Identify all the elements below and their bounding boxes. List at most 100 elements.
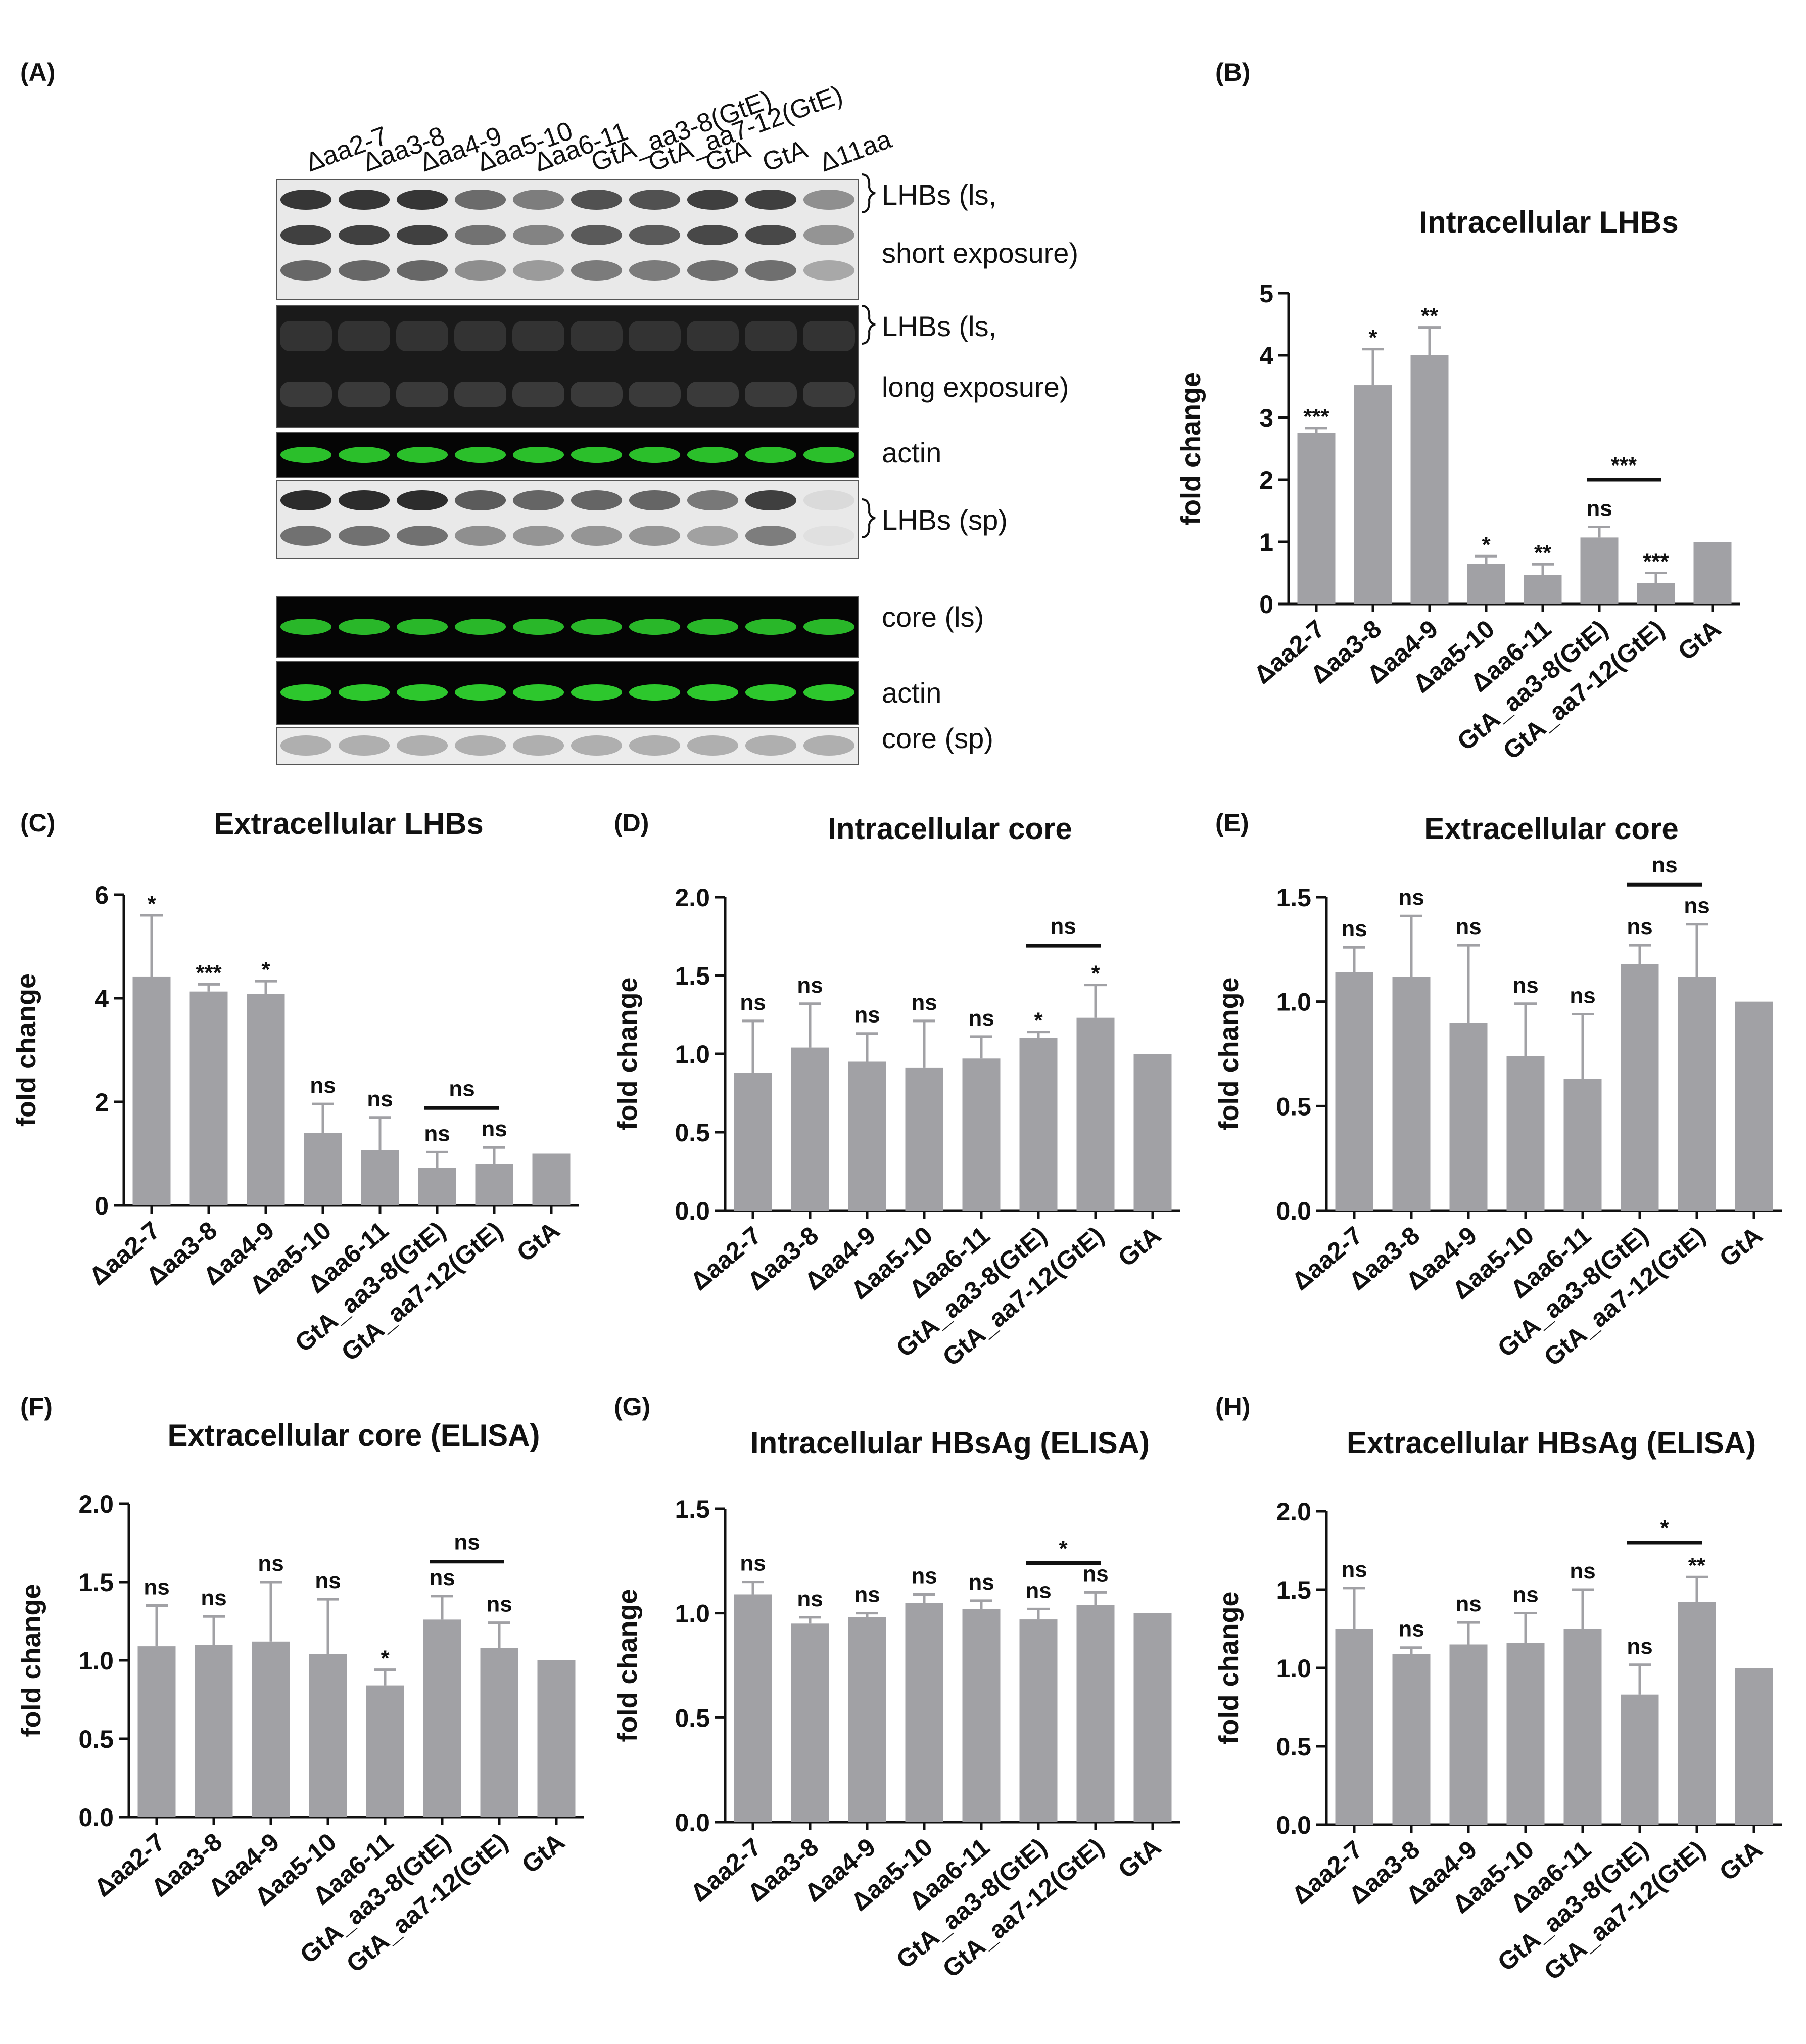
blot-label: core (sp) bbox=[882, 722, 993, 754]
blot-row bbox=[276, 305, 859, 428]
bracket-label: ns bbox=[449, 1076, 474, 1101]
chart-title: Intracellular core bbox=[828, 812, 1072, 846]
y-tick-label: 0.0 bbox=[675, 1197, 710, 1225]
blot-row bbox=[276, 179, 859, 300]
lane-label: Δ11aa bbox=[816, 125, 895, 178]
panel-label: (G) bbox=[614, 1392, 650, 1421]
blot-band bbox=[571, 190, 623, 210]
y-tick-label: 2.0 bbox=[675, 884, 710, 912]
significance-mark: ns bbox=[911, 990, 937, 1015]
y-tick-label: 1.0 bbox=[78, 1647, 114, 1675]
blot-band bbox=[629, 260, 681, 281]
significance-mark: ns bbox=[797, 1587, 823, 1611]
y-tick-label: 6 bbox=[94, 881, 109, 909]
significance-mark: ns bbox=[1627, 1634, 1652, 1659]
blot-band bbox=[280, 526, 332, 546]
y-tick-label: 3 bbox=[1259, 404, 1273, 432]
panel-label: (C) bbox=[20, 809, 55, 837]
bracket-label: ns bbox=[1651, 853, 1677, 877]
blot-row bbox=[276, 727, 859, 765]
y-tick-label: 1 bbox=[1259, 528, 1273, 556]
bar bbox=[304, 1133, 342, 1205]
blot-row-label: core (sp) bbox=[882, 722, 993, 754]
significance-mark: *** bbox=[1643, 549, 1669, 574]
blot-band bbox=[512, 526, 564, 546]
chart-title: Extracellular core bbox=[1424, 812, 1679, 846]
significance-mark: ** bbox=[1534, 540, 1552, 565]
y-tick-label: 0.0 bbox=[1276, 1197, 1311, 1225]
blot-row bbox=[276, 432, 859, 478]
panel-label: (F) bbox=[20, 1392, 53, 1421]
significance-mark: *** bbox=[196, 960, 222, 985]
blot-band bbox=[454, 190, 506, 210]
blot-band bbox=[571, 490, 623, 510]
blot-band bbox=[629, 382, 681, 407]
bar-chart: Extracellular HBsAg (ELISA) fold change 0.… bbox=[1214, 1426, 1782, 1986]
blot-band bbox=[396, 382, 448, 407]
x-tick-label: GtA bbox=[1714, 1221, 1768, 1273]
blot-band bbox=[745, 321, 797, 351]
bar bbox=[1392, 1654, 1431, 1825]
bar bbox=[537, 1660, 576, 1817]
blot-band bbox=[745, 490, 797, 510]
blot-label: long exposure) bbox=[882, 371, 1069, 403]
brace-icon bbox=[861, 173, 876, 213]
blot-band bbox=[571, 619, 623, 635]
blot-label: actin bbox=[882, 677, 941, 709]
blot-band bbox=[280, 490, 332, 510]
blot-band bbox=[396, 225, 448, 245]
blot-band bbox=[338, 526, 390, 546]
blot-band bbox=[396, 321, 448, 351]
y-axis-label: fold change bbox=[1214, 977, 1244, 1130]
chart-title: Extracellular HBsAg (ELISA) bbox=[1347, 1426, 1756, 1460]
y-tick-label: 1.0 bbox=[675, 1040, 710, 1069]
chart-title: Intracellular LHBs bbox=[1419, 205, 1679, 239]
significance-mark: ns bbox=[1341, 916, 1367, 941]
bar bbox=[189, 991, 228, 1205]
bar bbox=[252, 1641, 290, 1817]
bar bbox=[418, 1168, 456, 1205]
significance-mark: ns bbox=[1398, 1617, 1424, 1642]
y-tick-label: 2.0 bbox=[1276, 1498, 1311, 1526]
y-tick-label: 1.0 bbox=[675, 1600, 710, 1628]
bar bbox=[1133, 1054, 1172, 1211]
significance-mark: ns bbox=[797, 973, 823, 998]
significance-mark: ns bbox=[1684, 894, 1709, 918]
bar bbox=[1133, 1613, 1172, 1822]
y-tick-label: 4 bbox=[1259, 342, 1273, 370]
y-tick-label: 0 bbox=[1259, 590, 1273, 619]
blot-band bbox=[687, 382, 739, 407]
significance-mark: ns bbox=[911, 1563, 937, 1588]
blot-band bbox=[745, 684, 797, 701]
y-tick-label: 0.5 bbox=[1276, 1092, 1311, 1121]
y-tick-label: 5 bbox=[1259, 280, 1273, 308]
bar bbox=[1410, 355, 1449, 604]
blot-band bbox=[396, 735, 448, 756]
blot-band bbox=[803, 619, 855, 635]
bar bbox=[962, 1609, 1001, 1822]
blot-band bbox=[571, 382, 623, 407]
bracket-label: ns bbox=[1050, 914, 1076, 939]
x-tick-label: GtA bbox=[1673, 615, 1726, 666]
blot-band bbox=[571, 260, 623, 281]
blot-band bbox=[338, 260, 390, 281]
bracket-label: ns bbox=[454, 1530, 480, 1555]
significance-mark: ns bbox=[1455, 1592, 1481, 1616]
significance-mark: ns bbox=[429, 1565, 455, 1590]
blot-row-label: actin bbox=[882, 677, 941, 709]
significance-mark: ns bbox=[1398, 885, 1424, 910]
blot-row bbox=[276, 661, 859, 725]
significance-mark: ns bbox=[1341, 1557, 1367, 1582]
significance-mark: ns bbox=[740, 990, 766, 1015]
blot-band bbox=[745, 619, 797, 635]
significance-mark: ns bbox=[1570, 1559, 1595, 1584]
blot-band bbox=[571, 735, 623, 756]
bar bbox=[1506, 1056, 1545, 1211]
blot-band bbox=[745, 225, 797, 245]
y-tick-label: 1.5 bbox=[675, 1495, 710, 1523]
blot-band bbox=[396, 190, 448, 210]
blot-row-label: LHBs (ls, long exposure) bbox=[861, 305, 1069, 403]
bar bbox=[309, 1654, 347, 1817]
blot-band bbox=[280, 447, 332, 463]
